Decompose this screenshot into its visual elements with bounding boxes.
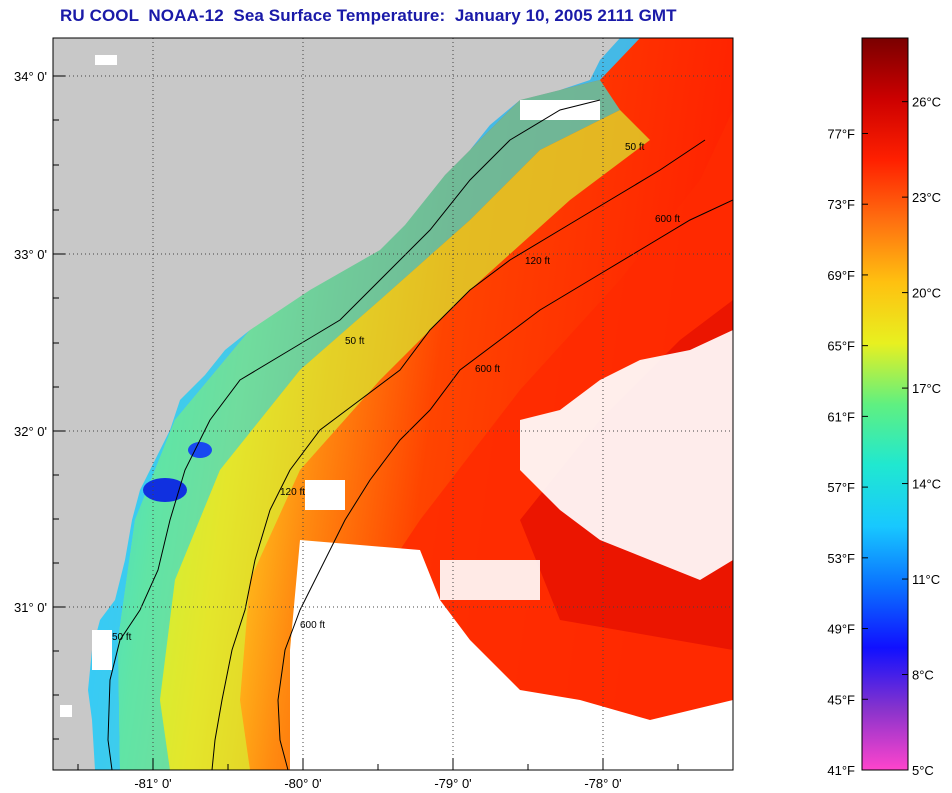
- land-cloud-patch: [60, 705, 72, 717]
- cloud-patch: [305, 480, 345, 510]
- graticule: [53, 38, 733, 770]
- mid-shelf-water: [160, 110, 650, 770]
- contour-label-600ft: 600 ft: [655, 214, 680, 225]
- colorbar-label-f: 69°F: [827, 268, 855, 283]
- land-mass: [53, 38, 620, 770]
- colorbar-label-f: 45°F: [827, 692, 855, 707]
- map-title: RU COOL NOAA-12 Sea Surface Temperature:…: [60, 6, 677, 25]
- colorbar-label-c: 26°C: [912, 95, 941, 110]
- lat-label-31: 31° 0': [14, 600, 47, 615]
- depth-contours: [107, 99, 733, 770]
- lon-label-80w: -80° 0': [284, 776, 321, 791]
- contour-label-120ft: 120 ft: [280, 487, 305, 498]
- cold-patch: [188, 442, 212, 458]
- contour-600ft: [277, 199, 733, 770]
- lat-label-33: 33° 0': [14, 247, 47, 262]
- lon-label-81w: -81° 0': [134, 776, 171, 791]
- lon-ticks: [77, 758, 679, 770]
- colorbar-label-f: 73°F: [827, 197, 855, 212]
- lat-label-32: 32° 0': [14, 424, 47, 439]
- transition-water: [118, 80, 620, 770]
- colorbar-label-c: 23°C: [912, 190, 941, 205]
- cloud-cover-south: [290, 540, 733, 770]
- colorbar-label-f: 53°F: [827, 551, 855, 566]
- contour-120ft: [211, 139, 706, 770]
- lon-label-78w: -78° 0': [584, 776, 621, 791]
- colorbar-label-f: 65°F: [827, 339, 855, 354]
- land-cloud-patch: [95, 55, 117, 65]
- cloud-cover-east: [520, 330, 733, 580]
- colorbar-fahrenheit-labels: 77°F 73°F 69°F 65°F 61°F 57°F 53°F 49°F 45°F 41°F: [827, 126, 855, 778]
- cold-patch: [143, 478, 187, 502]
- colorbar-label-c: 11°C: [912, 572, 940, 587]
- colorbar: [861, 37, 909, 771]
- contour-label-50ft: 50 ft: [625, 142, 645, 153]
- colorbar-label-f: 77°F: [827, 126, 855, 141]
- lat-label-34: 34° 0': [14, 69, 47, 84]
- colorbar-label-c: 5°C: [912, 763, 934, 778]
- colorbar-label-c: 14°C: [912, 477, 941, 492]
- lon-label-79w: -79° 0': [434, 776, 471, 791]
- colorbar-celsius-labels: 26°C 23°C 20°C 17°C 14°C 11°C 8°C 5°C: [912, 95, 941, 778]
- colorbar-label-c: 8°C: [912, 668, 934, 683]
- lat-ticks: [53, 75, 65, 740]
- colorbar-label-c: 20°C: [912, 286, 941, 301]
- colorbar-label-f: 61°F: [827, 409, 855, 424]
- contour-label-120ft: 120 ft: [525, 256, 550, 267]
- map-panel: [53, 38, 733, 770]
- colorbar-label-f: 41°F: [827, 763, 855, 778]
- map-frame: [52, 37, 734, 771]
- colorbar-ticks: [862, 101, 908, 771]
- coastal-cloud-patch: [92, 630, 112, 670]
- contour-label-600ft: 600 ft: [300, 620, 325, 631]
- colorbar-label-f: 49°F: [827, 622, 855, 637]
- contour-50ft: [107, 99, 601, 770]
- colorbar-label-c: 17°C: [912, 381, 941, 396]
- cloud-patch: [440, 560, 540, 600]
- colorbar-label-f: 57°F: [827, 480, 855, 495]
- contour-label-50ft: 50 ft: [345, 336, 365, 347]
- contour-label-600ft: 600 ft: [475, 364, 500, 375]
- contour-label-50ft: 50 ft: [112, 632, 132, 643]
